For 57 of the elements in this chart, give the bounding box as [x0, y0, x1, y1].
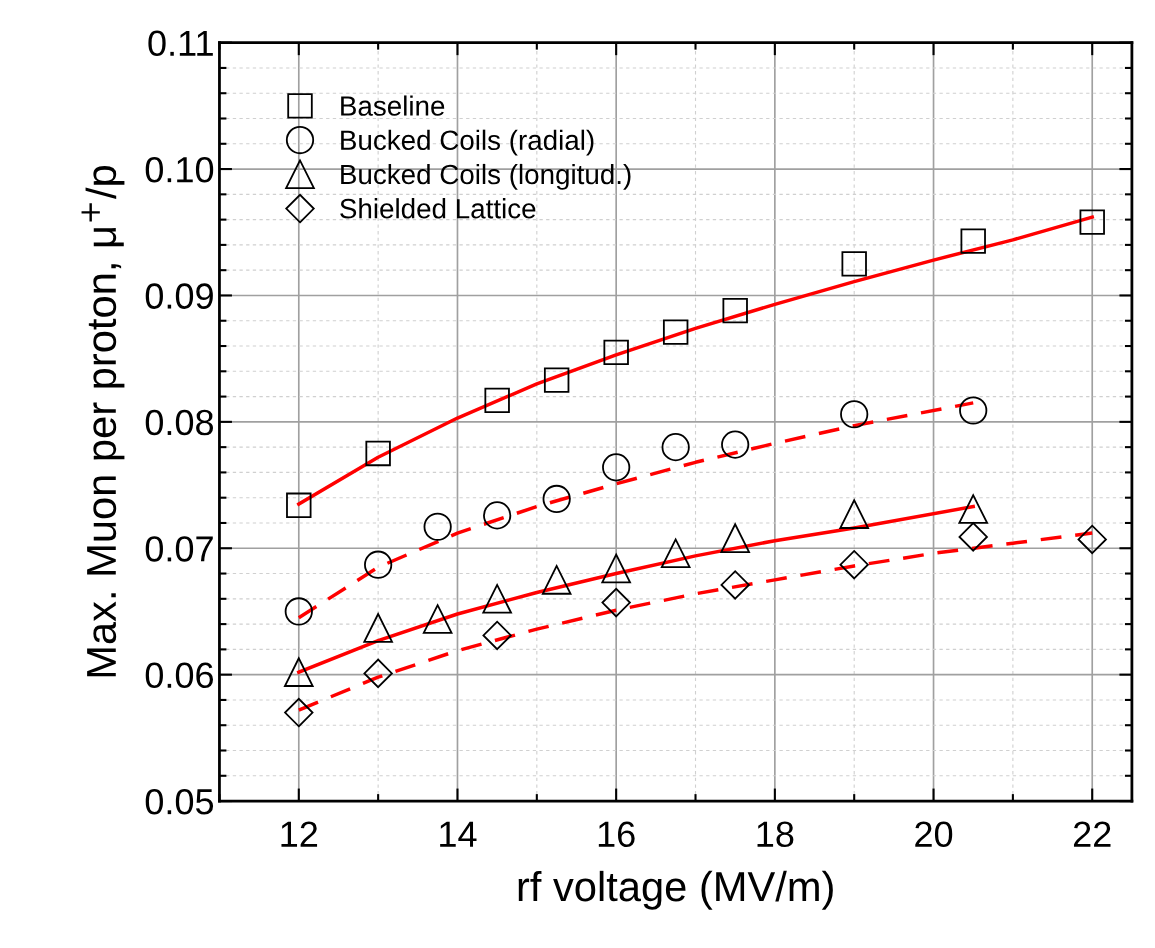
point — [423, 512, 452, 541]
y-axis-title: Max. Muon per proton, μ$^{+}$/p — [81, 166, 125, 677]
point — [839, 499, 869, 529]
point — [601, 587, 631, 618]
point — [841, 251, 867, 277]
point — [363, 613, 393, 643]
point — [1079, 209, 1105, 235]
point — [365, 440, 391, 467]
point — [959, 396, 988, 425]
point — [720, 570, 750, 600]
point — [1077, 524, 1107, 555]
point — [601, 553, 631, 584]
y-tick-label: 0.10 — [145, 156, 214, 183]
x-tick-label: 22 — [1073, 821, 1111, 847]
x-tick-label: 16 — [598, 821, 635, 848]
x-axis-title: rf voltage (MV/m) — [518, 870, 833, 910]
point — [482, 620, 512, 651]
y-tick-label: 0.11 — [148, 30, 213, 57]
point — [363, 658, 393, 689]
y-tick-label: 0.07 — [145, 536, 213, 562]
point — [482, 584, 512, 614]
point — [960, 228, 986, 254]
y-tick-label: 0.06 — [145, 662, 214, 689]
point — [840, 400, 869, 429]
point — [660, 538, 691, 569]
x-tick-label: 20 — [915, 821, 953, 848]
point — [541, 565, 572, 595]
point — [958, 494, 989, 524]
x-tick-label: 18 — [757, 821, 794, 848]
point — [286, 492, 312, 518]
point — [602, 453, 631, 482]
legend-label: Baseline — [341, 95, 445, 116]
point — [720, 523, 750, 553]
x-tick-label: 12 — [281, 821, 318, 847]
x-tick-label: 14 — [440, 821, 477, 847]
point — [958, 522, 988, 552]
point — [284, 697, 314, 728]
legend-label: Shielded Lattice — [340, 198, 536, 219]
point — [284, 597, 313, 626]
point — [661, 433, 690, 462]
point — [364, 550, 393, 579]
legend-label: Bucked Coils (radial) — [341, 129, 594, 156]
point — [542, 484, 571, 514]
point — [722, 297, 748, 324]
legend-label: Bucked Coils (longitud.) — [341, 163, 631, 190]
point — [839, 550, 869, 580]
point — [483, 501, 512, 530]
point — [543, 367, 570, 393]
y-tick-label: 0.09 — [145, 283, 213, 309]
point — [422, 604, 453, 634]
point — [603, 339, 629, 366]
point — [283, 657, 314, 687]
point — [721, 430, 750, 459]
y-tick-label: 0.08 — [145, 409, 214, 436]
y-tick-label: 0.05 — [145, 788, 214, 815]
point — [484, 387, 510, 414]
point — [662, 319, 689, 345]
